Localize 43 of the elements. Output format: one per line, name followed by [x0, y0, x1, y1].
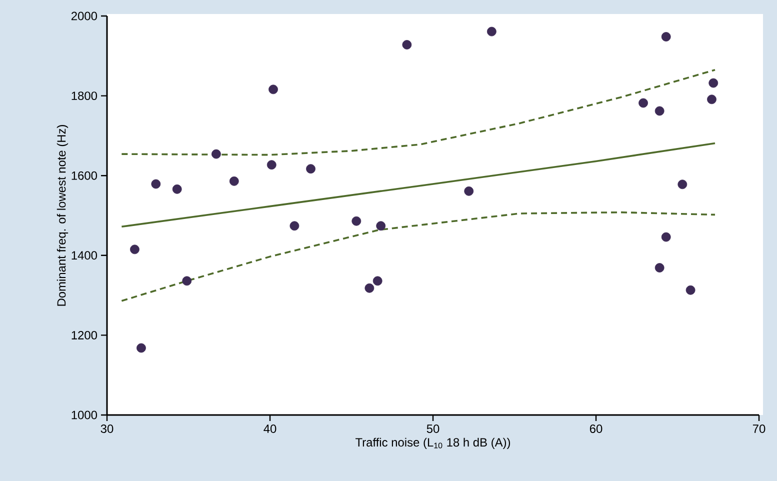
- point: [661, 232, 671, 242]
- x-tick-label: 40: [264, 424, 276, 433]
- point: [486, 26, 496, 36]
- point: [172, 184, 182, 194]
- point: [151, 179, 161, 189]
- point: [638, 98, 648, 108]
- point: [266, 160, 276, 170]
- point: [130, 244, 140, 254]
- point: [708, 78, 718, 88]
- point: [136, 343, 146, 353]
- line-series: [120, 142, 716, 228]
- point: [661, 32, 671, 42]
- point: [678, 180, 688, 190]
- x-tick-label: 30: [100, 424, 114, 433]
- point: [376, 221, 386, 231]
- y-tick-label: 2000: [71, 12, 98, 20]
- point: [290, 221, 300, 231]
- x-tick-label: 60: [590, 424, 602, 433]
- point: [306, 164, 316, 174]
- y-tick-label: 1800: [72, 92, 98, 100]
- line-series: [120, 68, 716, 156]
- point: [654, 263, 664, 272]
- point: [707, 94, 716, 104]
- point: [229, 176, 239, 186]
- point: [686, 285, 696, 295]
- point: [268, 84, 278, 94]
- point: [352, 216, 362, 226]
- point: [464, 186, 474, 196]
- x-axis-title: Traffic noise (L$_{10}$ 18 h dB (A)): [356, 438, 510, 449]
- point: [402, 40, 412, 50]
- point: [372, 276, 382, 286]
- x-tick-label: 50: [426, 424, 440, 433]
- y-axis-title: Dominant freq. of lowest note (Hz): [56, 125, 68, 306]
- y-tick-label: 1000: [72, 410, 98, 420]
- y-tick-label: 1200: [72, 330, 98, 340]
- point: [182, 276, 192, 286]
- y-tick-label: 1400: [72, 251, 98, 260]
- point: [654, 106, 664, 116]
- line-series: [120, 211, 716, 302]
- point: [364, 283, 374, 293]
- x-tick-label: 70: [752, 424, 766, 433]
- y-tick-label: 1600: [72, 171, 98, 180]
- point: [212, 149, 221, 159]
